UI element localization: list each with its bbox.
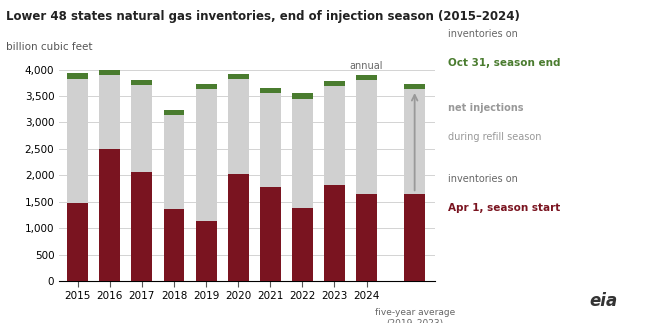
Bar [131, 80, 152, 86]
Bar [292, 208, 313, 281]
Bar [292, 99, 313, 208]
Bar [260, 187, 281, 281]
Bar [356, 75, 377, 80]
Bar [292, 93, 313, 99]
Text: Apr 1, season start: Apr 1, season start [448, 203, 561, 214]
Bar [356, 194, 377, 281]
Bar [196, 84, 216, 89]
Text: inventories on: inventories on [448, 174, 519, 184]
Text: Lower 48 states natural gas inventories, end of injection season (2015–2024): Lower 48 states natural gas inventories,… [6, 10, 521, 23]
Text: annual: annual [350, 61, 384, 71]
Text: Oct 31, season end: Oct 31, season end [448, 58, 561, 68]
Bar [164, 110, 185, 115]
Text: eia: eia [590, 292, 618, 310]
Bar [404, 194, 425, 281]
Bar [164, 209, 185, 281]
Bar [99, 69, 120, 75]
Text: inventories on: inventories on [448, 29, 519, 39]
Bar [99, 75, 120, 150]
Text: during refill season: during refill season [448, 132, 542, 142]
Bar [227, 174, 248, 281]
Text: billion cubic feet: billion cubic feet [6, 42, 93, 52]
Bar [324, 81, 345, 86]
Bar [324, 86, 345, 185]
Bar [196, 89, 216, 221]
Bar [68, 78, 88, 203]
Bar [131, 172, 152, 281]
Bar [227, 79, 248, 174]
Bar [324, 185, 345, 281]
Bar [260, 93, 281, 187]
Text: net injections: net injections [448, 103, 524, 113]
Bar [404, 89, 425, 194]
Bar [131, 86, 152, 172]
Bar [164, 115, 185, 209]
Text: five-year average
(2019–2023): five-year average (2019–2023) [374, 308, 455, 323]
Bar [260, 88, 281, 93]
Bar [404, 84, 425, 89]
Bar [99, 150, 120, 281]
Bar [227, 74, 248, 79]
Bar [356, 80, 377, 194]
Bar [68, 73, 88, 78]
Bar [196, 221, 216, 281]
Bar [68, 203, 88, 281]
